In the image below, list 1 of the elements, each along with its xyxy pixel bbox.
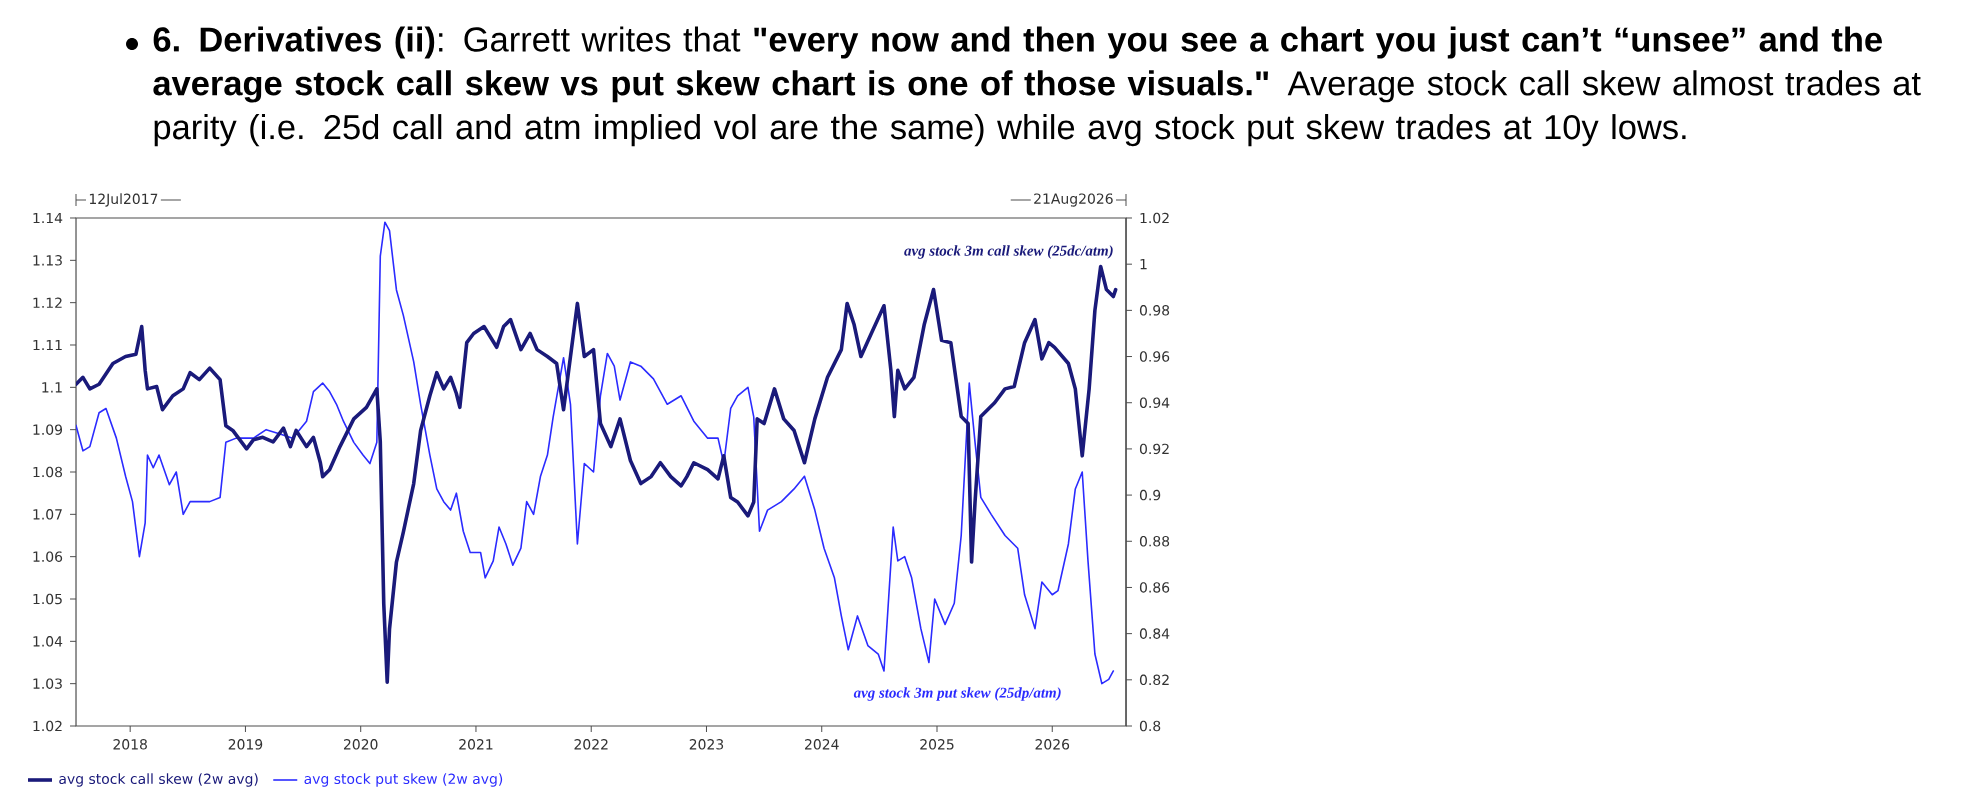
chart-title: 6. Derivatives (ii): Garrett writes that "every now and then you see a chart you just can’t “unsee” and the average stock call skew vs put skew chart is one of those visuals." Average stock call skew almost trades at parity (i.e. 25d call and atm implied vol are the same) while avg stock put skew trades at 10y lows. <box>153 26 1921 147</box>
